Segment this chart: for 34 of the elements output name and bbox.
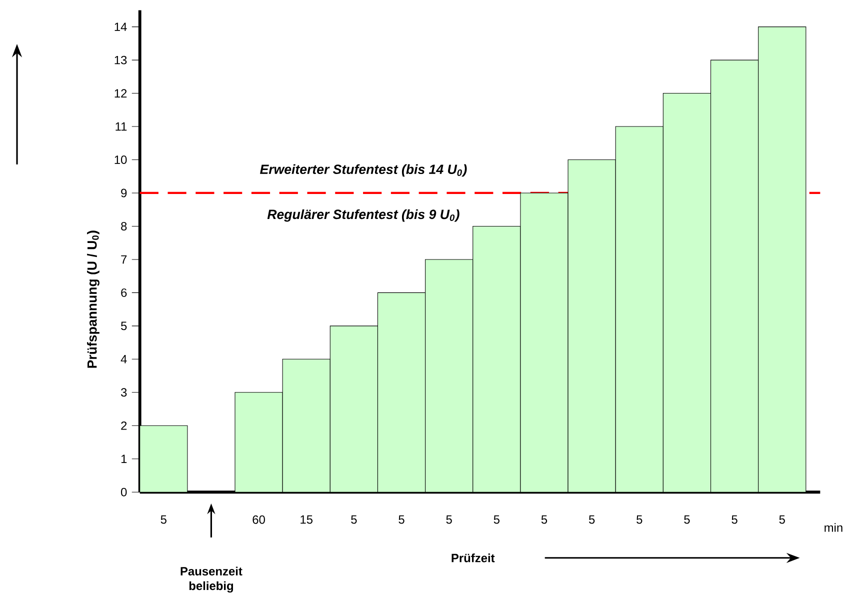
y-tick-label: 14 [114, 22, 127, 31]
annotation: Erweiterter Stufentest (bis 14 U$_{0}$) [260, 164, 467, 177]
y-tick-label: 5 [121, 322, 127, 330]
y-axis-title: Prüfspannung (U / U$_{0}$) [87, 230, 100, 368]
y-tick-label: 6 [121, 288, 127, 297]
x-tick-label: 15 [300, 515, 313, 524]
y-tick-label: 13 [114, 56, 127, 64]
x-axis-title: Prüfzeit [452, 554, 495, 562]
text: min [824, 523, 842, 532]
text: Pausenzeit beliebig [180, 566, 242, 593]
y-tick-label: 10 [114, 156, 127, 164]
x-tick-label: 5 [636, 515, 642, 524]
y-tick-label: 11 [116, 122, 127, 131]
x-tick-label: 5 [588, 515, 595, 524]
x-tick-label: 5 [494, 515, 500, 524]
x-tick-label: 5 [398, 515, 404, 524]
y-tick-label: 4 [120, 355, 127, 364]
y-tick-label: 0 [121, 488, 127, 496]
y-tick-label: 9 [121, 188, 127, 198]
x-tick-label: 5 [351, 515, 357, 524]
y-tick-label: 1 [121, 454, 127, 463]
x-tick-label: 5 [541, 515, 548, 524]
y-tick-label: 12 [114, 89, 127, 98]
y-tick-label: 2 [121, 421, 127, 430]
x-tick-label: 5 [446, 515, 452, 524]
x-tick-label: 5 [732, 515, 738, 524]
y-tick-label: 3 [121, 388, 127, 397]
x-tick-label: 60 [252, 515, 265, 524]
annotation: Regulärer Stufentest (bis 9 U$_{0}$) [267, 209, 460, 222]
x-tick-label: 5 [779, 515, 785, 524]
y-tick-label: 8 [121, 222, 127, 230]
x-tick-label: 5 [684, 515, 690, 524]
x-tick-label: 5 [160, 515, 166, 524]
y-tick-label: 7 [121, 255, 127, 264]
